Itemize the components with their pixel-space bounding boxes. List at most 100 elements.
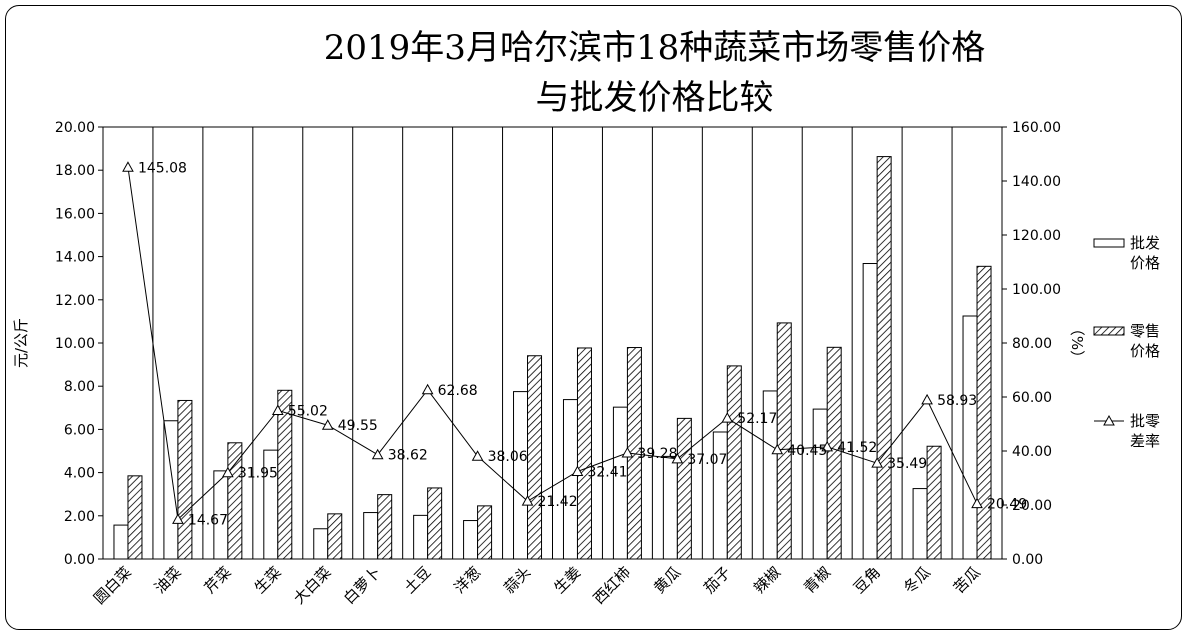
category-label: 蒜头 — [500, 563, 534, 597]
rate-data-label: 145.08 — [138, 160, 187, 176]
bar-wholesale — [363, 512, 379, 560]
rate-marker — [821, 440, 834, 452]
rate-marker — [971, 497, 983, 509]
bar-retail — [427, 487, 443, 560]
legend-label-rate: 差率 — [1130, 432, 1160, 450]
bar-wholesale — [962, 315, 978, 560]
category-label: 油菜 — [151, 563, 185, 597]
bar-retail — [327, 513, 343, 560]
category-label: 土豆 — [401, 563, 435, 597]
rate-data-label: 39.28 — [637, 446, 677, 462]
bar-retail — [726, 365, 742, 560]
rate-marker — [421, 383, 434, 395]
legend-marker-rate — [1103, 414, 1115, 426]
rate-marker — [521, 495, 534, 506]
category-label: 生姜 — [550, 563, 584, 597]
rate-data-label: 38.62 — [388, 448, 428, 464]
category-label: 白萝卜 — [340, 563, 385, 608]
bar-wholesale — [463, 520, 479, 560]
rate-data-label: 21.42 — [538, 494, 578, 510]
chart-subtitle: 与批发价格比较 — [535, 78, 774, 118]
rate-marker — [871, 457, 883, 468]
rate-data-label: 20.49 — [987, 497, 1027, 513]
y-tick-label: 10.00 — [55, 336, 95, 352]
bar-retail — [227, 442, 243, 560]
y2-axis-label: （%） — [1068, 321, 1086, 365]
y-tick-label: 20.00 — [55, 120, 95, 136]
rate-marker — [621, 446, 634, 458]
rate-data-label: 38.06 — [488, 449, 528, 465]
bar-wholesale — [513, 391, 529, 560]
legend-label-retail: 零售 — [1130, 322, 1160, 340]
rate-data-label: 35.49 — [887, 456, 927, 472]
rate-marker — [471, 450, 484, 461]
y-tick-label: 2.00 — [64, 509, 95, 525]
rate-line — [127, 167, 978, 521]
y-tick-label: 16.00 — [55, 206, 95, 222]
bar-wholesale — [812, 408, 828, 560]
category-label: 茄子 — [700, 563, 734, 597]
rate-data-label: 32.41 — [587, 464, 627, 480]
category-label: 大白菜 — [290, 563, 335, 608]
bar-retail — [127, 475, 143, 560]
legend-swatch-wholesale — [1093, 238, 1125, 248]
y-axis-label: 元/公斤 — [12, 318, 30, 368]
bar-wholesale — [113, 524, 129, 560]
rate-marker — [571, 465, 584, 476]
rate-data-label: 62.68 — [438, 383, 478, 399]
bar-wholesale — [562, 399, 578, 560]
category-label: 青椒 — [800, 563, 834, 597]
y2-tick-label: 80.00 — [1012, 336, 1052, 352]
rate-marker — [771, 443, 784, 455]
rate-marker — [172, 513, 184, 524]
rate-data-label: 55.02 — [288, 403, 328, 419]
y2-tick-label: 60.00 — [1012, 390, 1052, 406]
rate-data-label: 58.93 — [937, 393, 977, 409]
y-tick-label: 18.00 — [55, 163, 95, 179]
category-label: 洋葱 — [450, 563, 484, 597]
bar-retail — [576, 347, 592, 560]
category-label: 生菜 — [251, 563, 285, 597]
bar-retail — [477, 505, 493, 560]
bar-wholesale — [413, 514, 429, 560]
rate-data-label: 14.67 — [188, 512, 228, 528]
y2-tick-label: 140.00 — [1012, 174, 1061, 190]
legend-label-wholesale: 批发 — [1130, 234, 1160, 252]
category-label: 圆白菜 — [90, 563, 135, 608]
y2-tick-label: 20.00 — [1012, 498, 1052, 514]
category-label: 芹菜 — [201, 563, 235, 597]
chart-title: 2019年3月哈尔滨市18种蔬菜市场零售价格 — [323, 28, 986, 68]
rate-data-label: 52.17 — [737, 411, 777, 427]
bar-retail — [776, 322, 792, 560]
bar-wholesale — [163, 420, 179, 560]
rate-data-label: 40.45 — [787, 443, 827, 459]
bar-wholesale — [662, 455, 678, 560]
legend-label-wholesale: 价格 — [1130, 254, 1160, 272]
y2-tick-label: 160.00 — [1012, 120, 1061, 136]
rate-data-label: 31.95 — [238, 466, 278, 482]
y-tick-label: 6.00 — [64, 422, 95, 438]
category-label: 黄瓜 — [650, 563, 684, 597]
rate-marker — [921, 393, 933, 405]
bar-wholesale — [612, 406, 628, 560]
rate-data-label: 37.07 — [687, 452, 727, 468]
legend-label-rate: 批零 — [1130, 412, 1160, 430]
y-tick-label: 14.00 — [55, 250, 95, 266]
category-label: 辣椒 — [750, 563, 784, 597]
rate-marker — [721, 412, 734, 423]
y-tick-label: 8.00 — [64, 379, 95, 395]
y2-tick-label: 120.00 — [1012, 228, 1061, 244]
rate-marker — [122, 161, 134, 172]
rate-data-label: 41.52 — [837, 440, 877, 456]
y2-tick-label: 100.00 — [1012, 282, 1061, 298]
legend-swatch-retail — [1093, 326, 1125, 336]
rate-marker — [371, 448, 384, 460]
bar-retail — [377, 494, 393, 560]
bar-retail — [676, 417, 692, 560]
y2-tick-label: 0.00 — [1012, 552, 1043, 568]
bar-wholesale — [862, 263, 878, 560]
bar-retail — [527, 355, 543, 560]
rate-marker — [671, 452, 684, 464]
rate-marker — [321, 419, 334, 430]
